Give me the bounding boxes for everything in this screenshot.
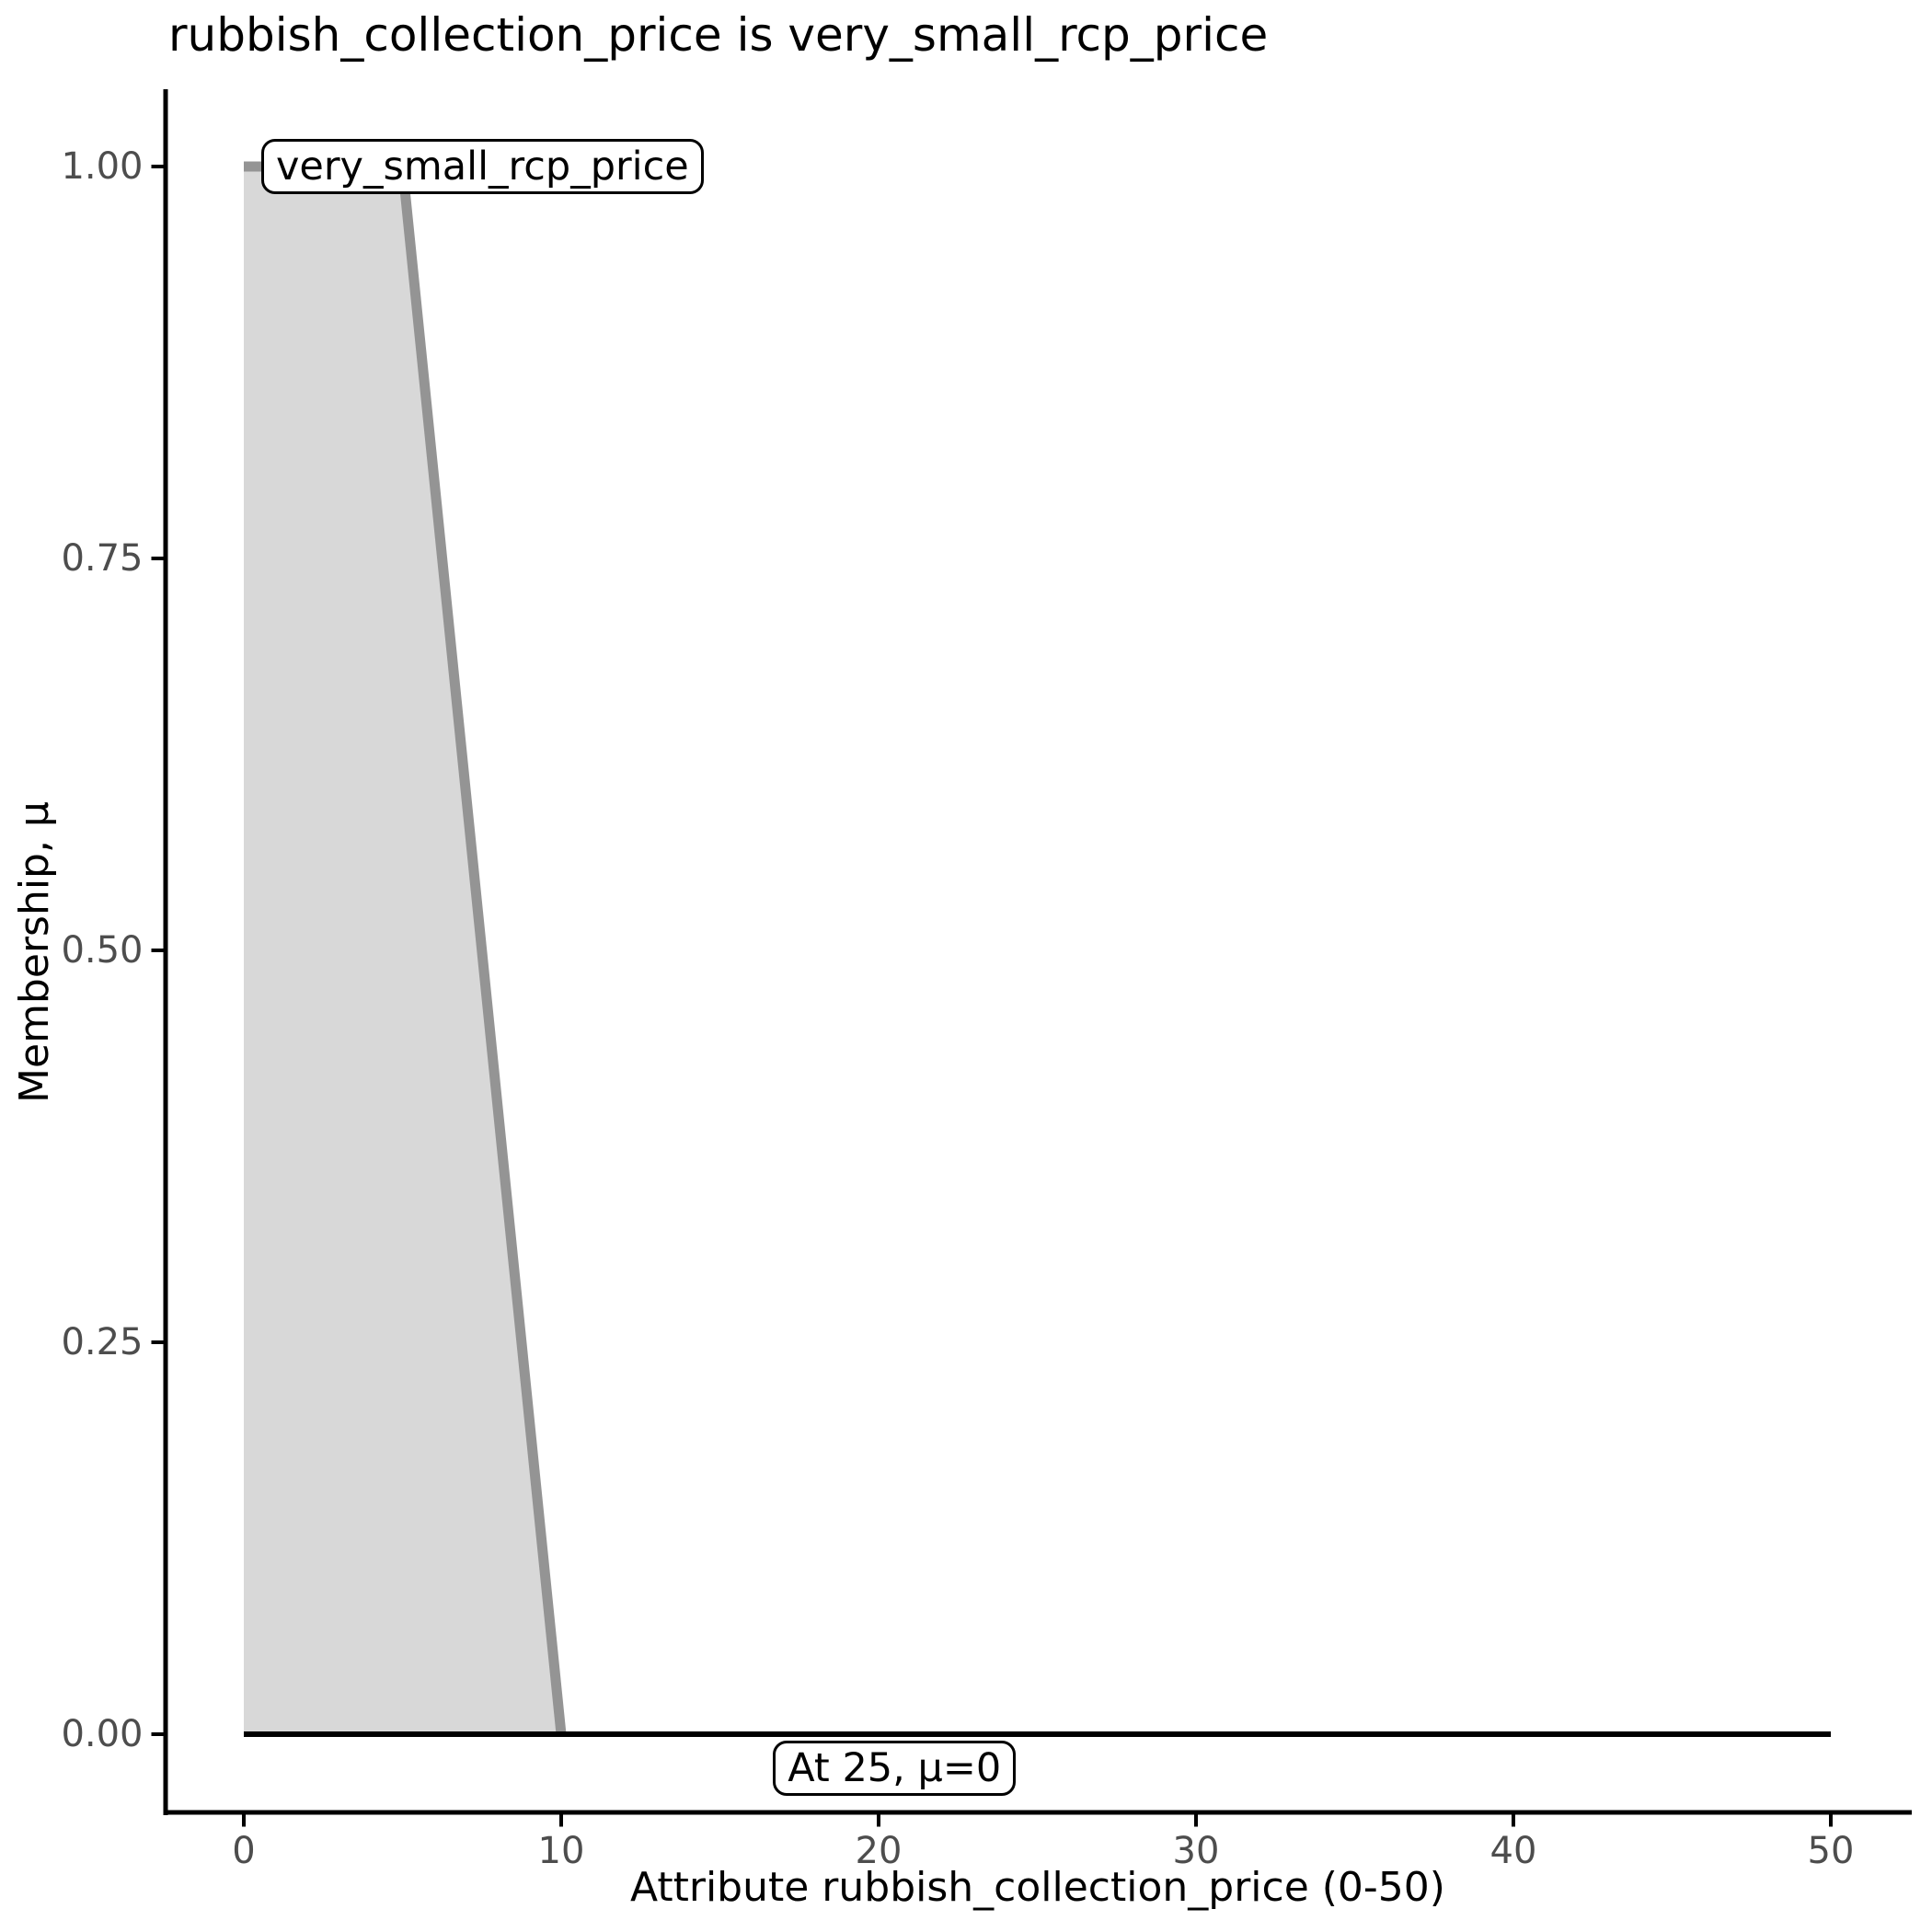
x-tick-label: 40 [1489, 1829, 1537, 1872]
x-tick-label: 0 [232, 1829, 256, 1872]
y-tick-label: 1.00 [61, 145, 144, 188]
chart-title: rubbish_collection_price is very_small_r… [168, 8, 1269, 62]
x-axis-title: Attribute rubbish_collection_price (0-50… [630, 1864, 1445, 1911]
membership-area [244, 167, 561, 1734]
x-tick-label: 30 [1172, 1829, 1220, 1872]
x-tick-label: 10 [537, 1829, 585, 1872]
y-tick-label: 0.50 [61, 929, 144, 972]
y-tick-label: 0.25 [61, 1321, 144, 1363]
x-tick-label: 20 [855, 1829, 903, 1872]
x-tick-label: 50 [1807, 1829, 1855, 1872]
membership-set-label: very_small_rcp_price [260, 139, 704, 194]
evaluation-result-label: At 25, μ=0 [773, 1741, 1017, 1796]
y-tick-label: 0.75 [61, 537, 144, 580]
y-tick-label: 0.00 [61, 1713, 144, 1755]
